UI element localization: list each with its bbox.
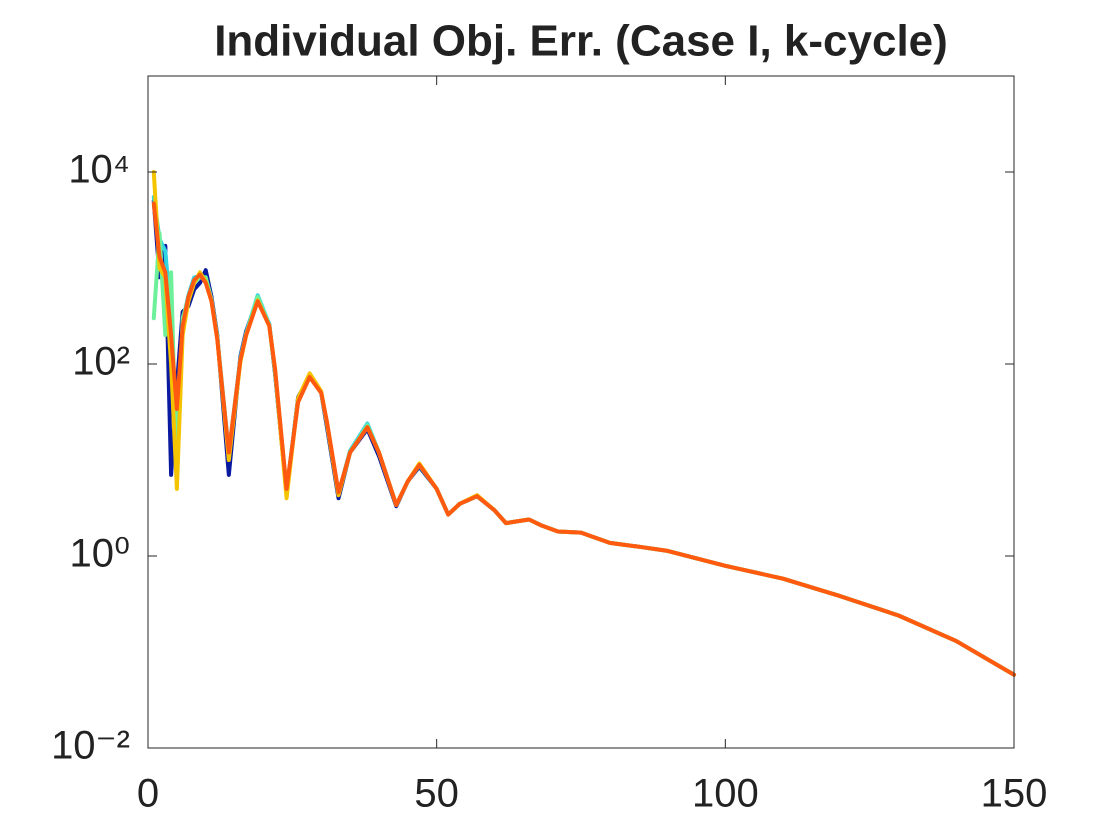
y-tick-label: 10⁰: [69, 532, 130, 576]
axes-box: [147, 75, 1015, 749]
x-tick-label: 0: [137, 772, 159, 816]
x-tick-label: 50: [414, 772, 459, 816]
x-tick-label: 150: [981, 772, 1048, 816]
chart-title: Individual Obj. Err. (Case I, k-cycle): [214, 17, 948, 66]
plot-area: [148, 76, 1014, 748]
data-line: [151, 201, 1016, 677]
y-tick-label: 10²: [72, 340, 130, 384]
y-tick-label: 10⁴: [68, 148, 130, 192]
y-tick-label: 10⁻²: [51, 724, 130, 768]
x-tick-label: 100: [692, 772, 759, 816]
